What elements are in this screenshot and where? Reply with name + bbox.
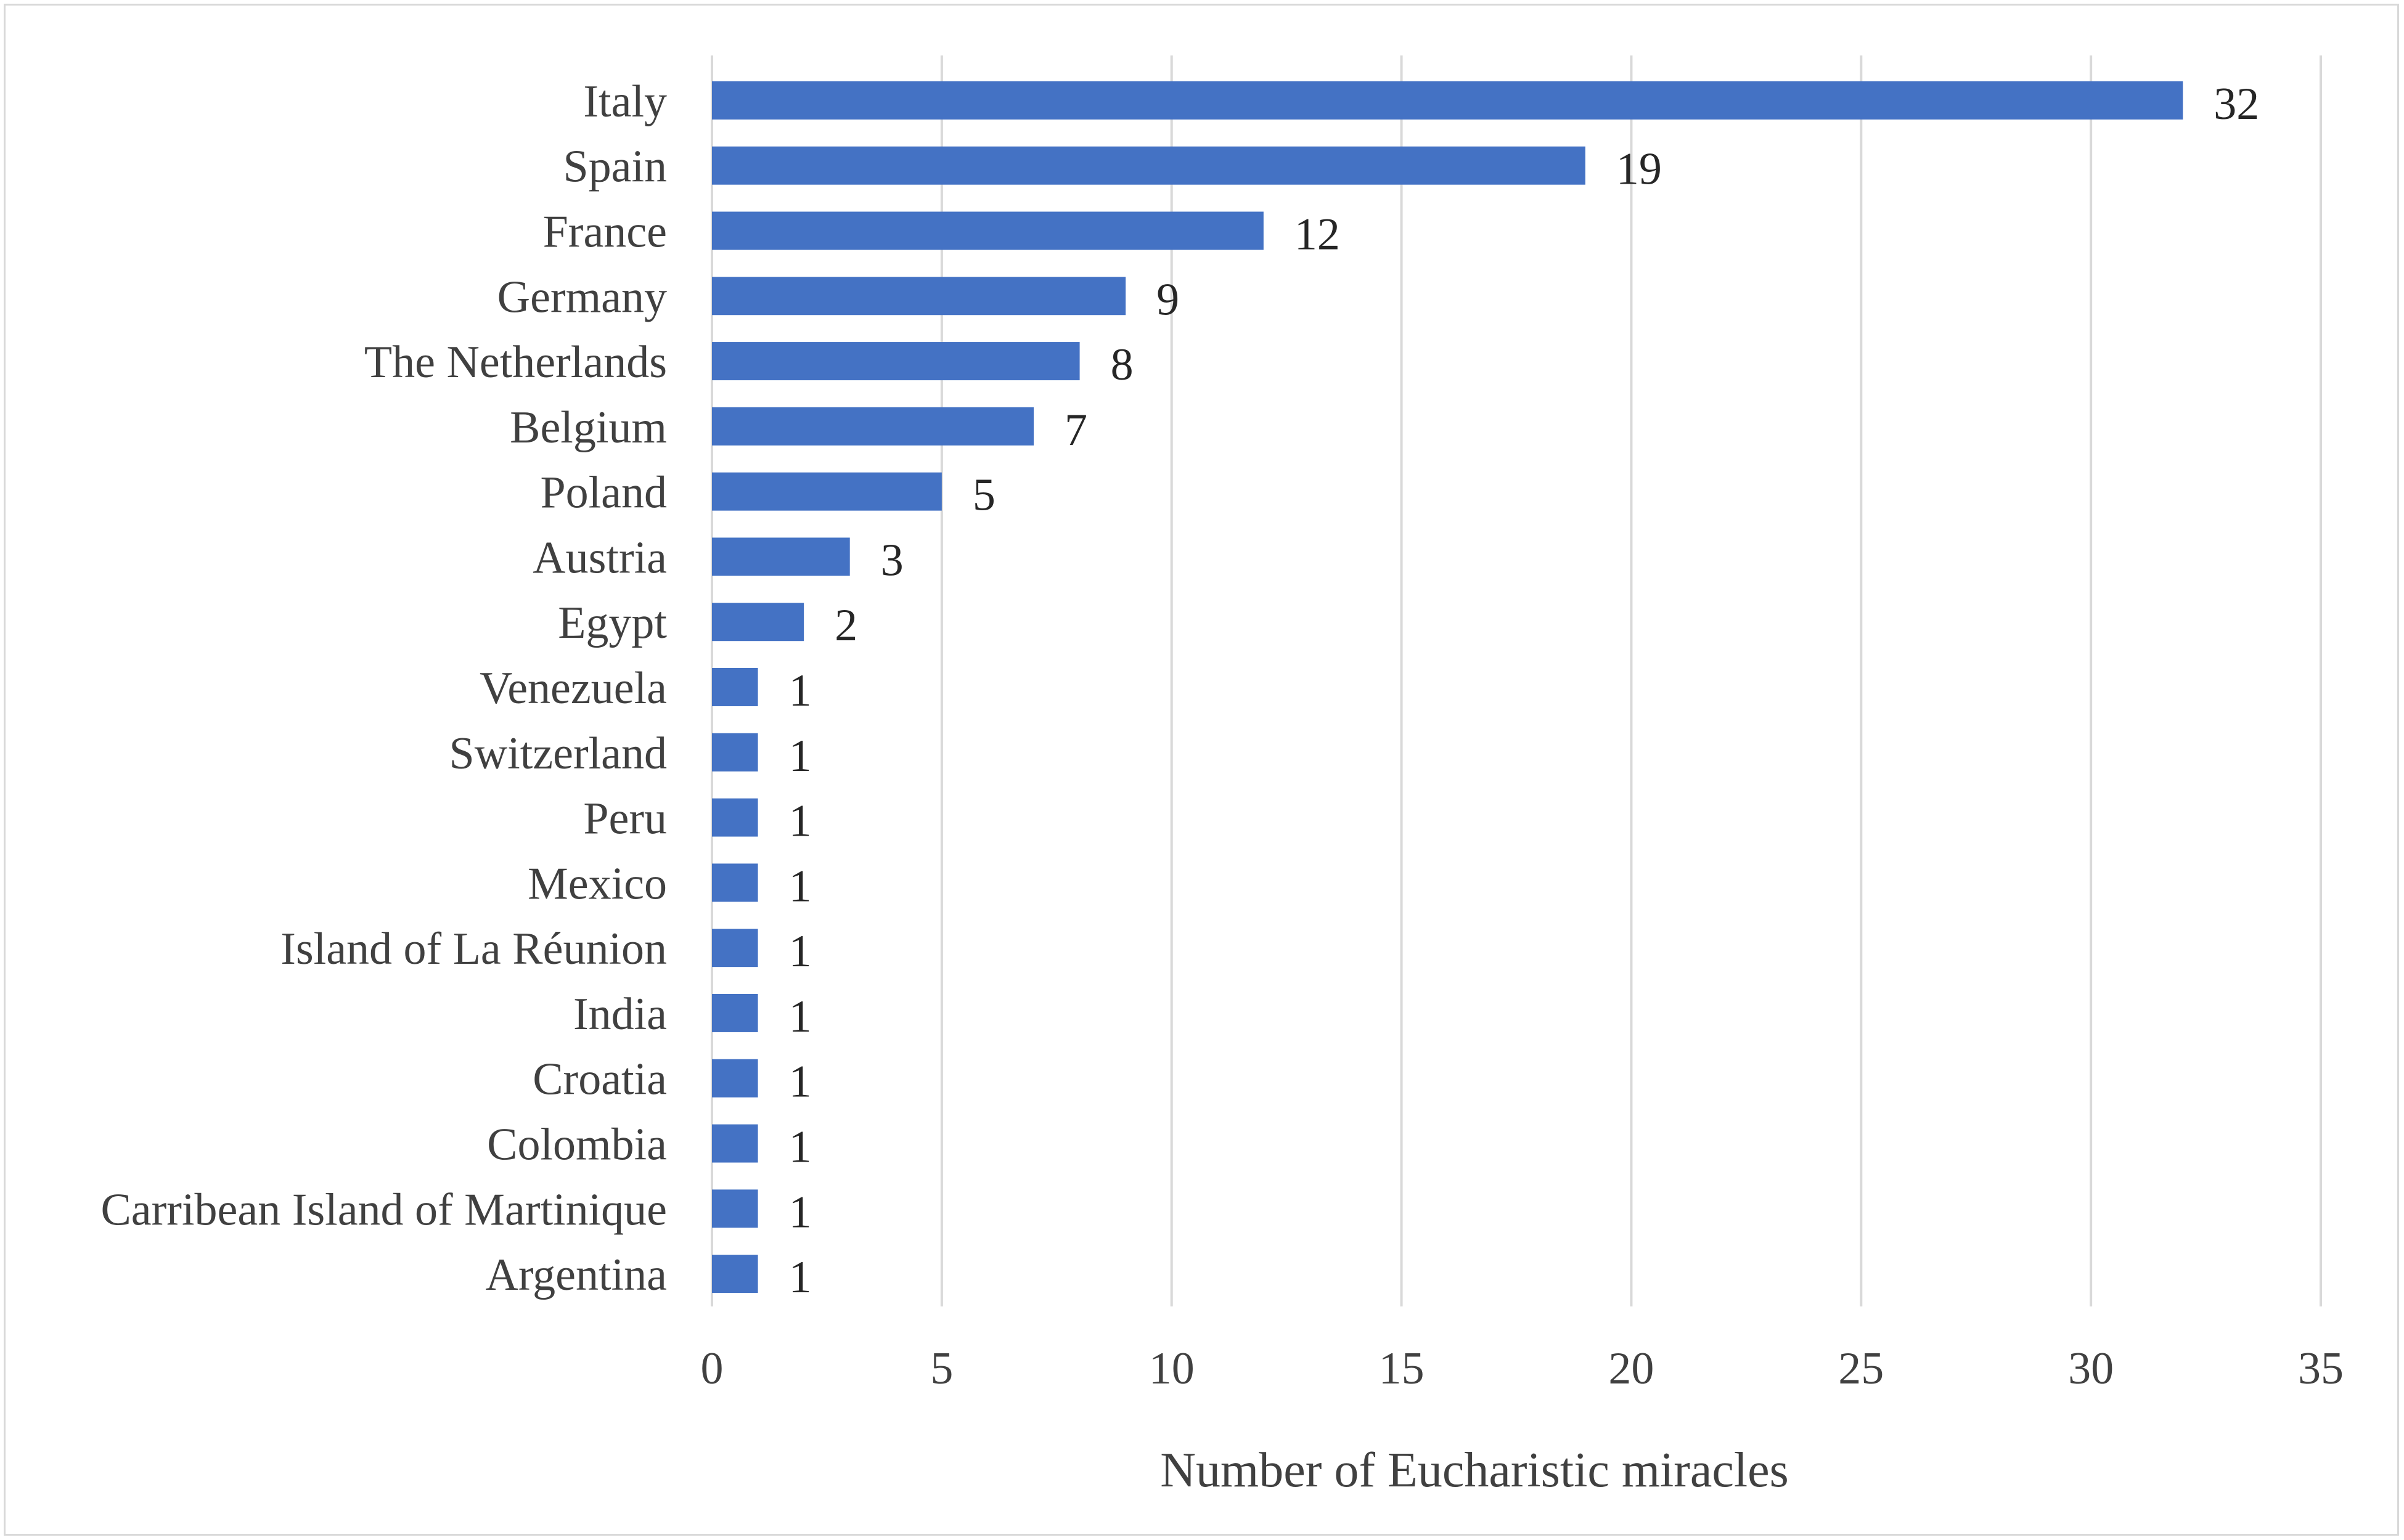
data-label-13: 1 — [789, 926, 812, 977]
bar-14 — [712, 993, 758, 1032]
data-label-10: 1 — [789, 731, 812, 781]
data-label-14: 1 — [789, 992, 812, 1042]
category-label-5: Belgium — [510, 402, 667, 453]
category-label-14: India — [573, 989, 667, 1040]
category-label-2: France — [543, 206, 667, 257]
data-label-15: 1 — [789, 1057, 812, 1107]
category-label-15: Croatia — [533, 1054, 667, 1105]
category-label-13: Island of La Réunion — [280, 924, 667, 974]
data-label-12: 1 — [789, 861, 812, 911]
x-tick-label-5: 5 — [930, 1343, 953, 1394]
category-label-12: Mexico — [528, 858, 667, 909]
bar-8 — [712, 603, 804, 642]
data-label-9: 1 — [789, 666, 812, 716]
category-label-7: Austria — [533, 532, 667, 583]
x-tick-label-15: 15 — [1379, 1343, 1425, 1394]
category-label-11: Peru — [583, 794, 667, 844]
data-label-17: 1 — [789, 1187, 812, 1237]
x-tick-label-35: 35 — [2298, 1343, 2344, 1394]
x-tick-label-0: 0 — [701, 1343, 724, 1394]
category-label-16: Colombia — [487, 1120, 667, 1170]
category-label-0: Italy — [583, 76, 667, 127]
category-label-6: Poland — [540, 468, 667, 518]
data-label-0: 32 — [2214, 79, 2259, 129]
category-label-3: Germany — [497, 272, 667, 322]
data-label-8: 2 — [835, 600, 857, 651]
bar-4 — [712, 342, 1080, 381]
category-label-9: Venezuela — [480, 663, 667, 714]
data-label-1: 19 — [1616, 144, 1662, 195]
bar-15 — [712, 1059, 758, 1098]
category-label-17: Carribean Island of Martinique — [100, 1184, 667, 1235]
data-label-3: 9 — [1156, 274, 1179, 325]
category-label-1: Spain — [563, 142, 667, 192]
bar-1 — [712, 146, 1585, 185]
bar-17 — [712, 1189, 758, 1228]
bars — [712, 81, 2183, 1294]
data-label-2: 12 — [1294, 209, 1340, 259]
data-label-6: 5 — [973, 470, 996, 521]
data-label-4: 8 — [1111, 340, 1134, 390]
bar-11 — [712, 798, 758, 837]
bar-5 — [712, 407, 1034, 446]
data-label-5: 7 — [1065, 405, 1087, 455]
chart-frame — [4, 4, 2399, 1536]
bar-16 — [712, 1124, 758, 1163]
data-label-7: 3 — [881, 535, 904, 585]
bar-2 — [712, 211, 1264, 250]
bar-18 — [712, 1255, 758, 1294]
category-label-10: Switzerland — [449, 728, 667, 779]
x-tick-label-20: 20 — [1608, 1343, 1654, 1394]
bar-6 — [712, 472, 942, 511]
x-tick-label-30: 30 — [2068, 1343, 2114, 1394]
bar-0 — [712, 81, 2183, 120]
bar-13 — [712, 929, 758, 968]
bar-7 — [712, 537, 850, 576]
data-label-11: 1 — [789, 796, 812, 847]
x-tick-label-10: 10 — [1149, 1343, 1195, 1394]
bar-10 — [712, 733, 758, 772]
bar-12 — [712, 863, 758, 902]
bar-9 — [712, 668, 758, 706]
bar-3 — [712, 277, 1126, 316]
data-label-16: 1 — [789, 1122, 812, 1173]
x-tick-label-25: 25 — [1838, 1343, 1884, 1394]
x-axis-title: Number of Eucharistic miracles — [1160, 1443, 1789, 1497]
category-label-8: Egypt — [558, 598, 667, 648]
category-label-4: The Netherlands — [364, 337, 667, 388]
gridlines — [711, 55, 2322, 1306]
category-label-18: Argentina — [485, 1250, 667, 1300]
data-label-18: 1 — [789, 1252, 812, 1303]
